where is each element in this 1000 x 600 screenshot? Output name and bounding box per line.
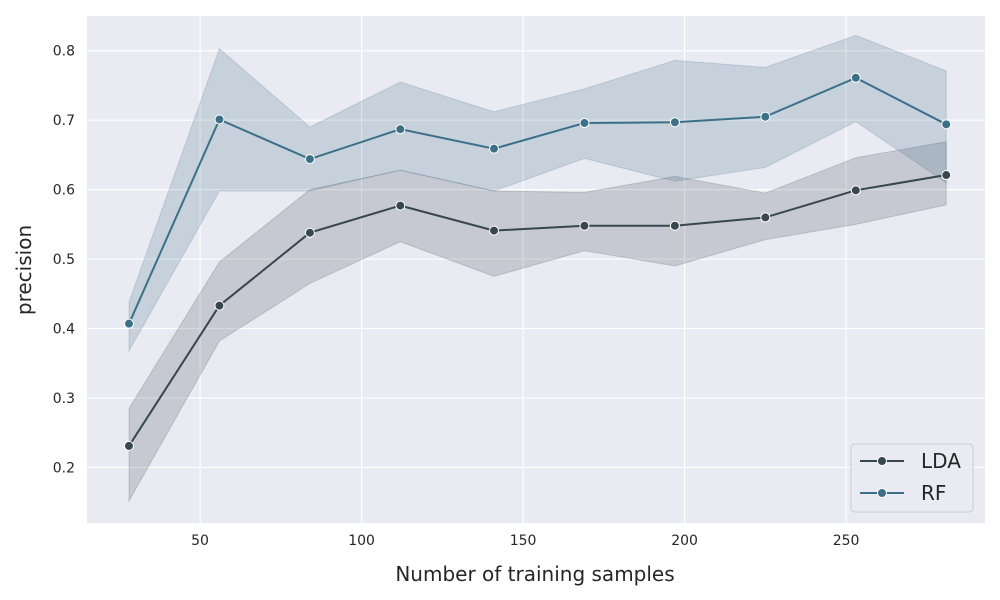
series-lines <box>128 76 947 447</box>
x-tick-label: 150 <box>510 533 537 549</box>
data-point-lda <box>669 220 680 231</box>
ci-band-lda <box>128 141 947 503</box>
data-point-rf <box>760 111 771 122</box>
legend: LDA RF <box>850 443 974 513</box>
x-tick-label: 50 <box>191 533 209 549</box>
x-tick-label: 200 <box>671 533 698 549</box>
confidence-bands <box>128 34 947 503</box>
data-point-lda <box>395 200 406 211</box>
data-point-rf <box>941 119 952 130</box>
x-tick-labels: 50 100 150 200 250 <box>191 533 859 549</box>
legend-label-rf: RF <box>921 481 946 505</box>
ci-band-rf <box>128 34 947 353</box>
y-tick-label: 0.5 <box>53 252 75 268</box>
data-point-lda <box>760 212 771 223</box>
data-point-lda <box>850 185 861 196</box>
data-point-lda <box>214 300 225 311</box>
series-points <box>123 72 952 451</box>
series-line-lda <box>128 174 947 447</box>
y-tick-label: 0.7 <box>53 113 75 129</box>
y-tick-label: 0.4 <box>53 322 75 338</box>
y-tick-label: 0.2 <box>53 460 75 476</box>
x-tick-label: 100 <box>348 533 375 549</box>
y-axis-label: precision <box>12 225 36 315</box>
data-point-rf <box>489 143 500 154</box>
data-point-lda <box>941 170 952 181</box>
data-point-lda <box>579 220 590 231</box>
y-tick-label: 0.6 <box>53 183 75 199</box>
data-point-lda <box>304 227 315 238</box>
data-point-rf <box>304 154 315 165</box>
series-line-rf <box>128 76 947 325</box>
x-tick-label: 250 <box>833 533 860 549</box>
data-point-rf <box>669 117 680 128</box>
x-axis-label: Number of training samples <box>395 562 674 586</box>
legend-marker-lda <box>877 456 887 466</box>
data-point-lda <box>123 440 134 451</box>
y-tick-label: 0.3 <box>53 391 75 407</box>
y-tick-label: 0.8 <box>53 44 75 60</box>
data-point-rf <box>214 114 225 125</box>
legend-marker-rf <box>877 488 887 498</box>
grid <box>87 16 985 523</box>
data-point-rf <box>395 124 406 135</box>
legend-label-lda: LDA <box>921 449 961 473</box>
data-point-rf <box>123 318 134 329</box>
data-point-lda <box>489 225 500 236</box>
plot-background <box>87 16 985 523</box>
data-point-rf <box>850 72 861 83</box>
data-point-rf <box>579 117 590 128</box>
y-tick-labels: 0.2 0.3 0.4 0.5 0.6 0.7 0.8 <box>53 44 75 477</box>
